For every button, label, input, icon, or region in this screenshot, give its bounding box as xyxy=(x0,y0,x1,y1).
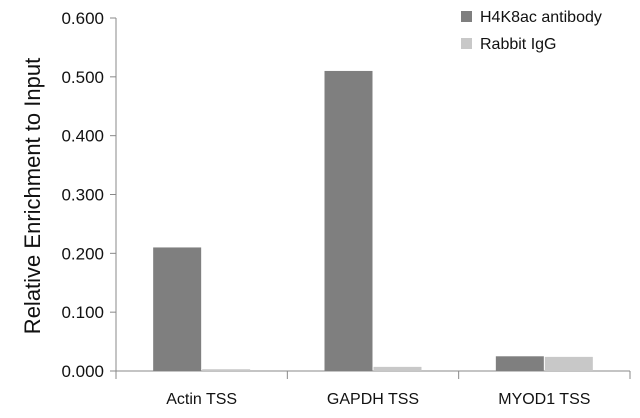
bar-rabbit-igg xyxy=(544,356,593,371)
y-tick-label: 0.100 xyxy=(61,303,104,322)
y-tick-label: 0.000 xyxy=(61,362,104,381)
bar-rabbit-igg xyxy=(202,369,251,371)
legend-swatch xyxy=(461,11,472,22)
x-axis: Actin TSS GAPDH TSS MYOD1 TSS xyxy=(115,370,631,408)
legend-label: Rabbit IgG xyxy=(480,36,556,53)
y-axis-label: Relative Enrichment to Input xyxy=(20,58,45,334)
y-tick-label: 0.500 xyxy=(61,68,104,87)
bar-rabbit-igg xyxy=(373,366,422,371)
bars xyxy=(153,70,593,371)
y-tick-label: 0.300 xyxy=(61,186,104,205)
y-tick-label: 0.600 xyxy=(61,9,104,28)
x-category-label: Actin TSS xyxy=(166,391,237,408)
legend-swatch xyxy=(461,38,472,49)
bar-h4k8ac xyxy=(495,356,544,371)
y-tick-label: 0.400 xyxy=(61,127,104,146)
legend-label: H4K8ac antibody xyxy=(480,9,602,26)
y-axis: 0.000 0.100 0.200 0.300 0.400 0.500 0.600 xyxy=(61,9,117,381)
y-tick-label: 0.200 xyxy=(61,244,104,263)
x-category-label: GAPDH TSS xyxy=(327,391,419,408)
bar-h4k8ac xyxy=(324,70,373,371)
bar-h4k8ac xyxy=(153,247,202,371)
x-category-label: MYOD1 TSS xyxy=(498,391,590,408)
legend: H4K8ac antibody Rabbit IgG xyxy=(461,9,602,53)
